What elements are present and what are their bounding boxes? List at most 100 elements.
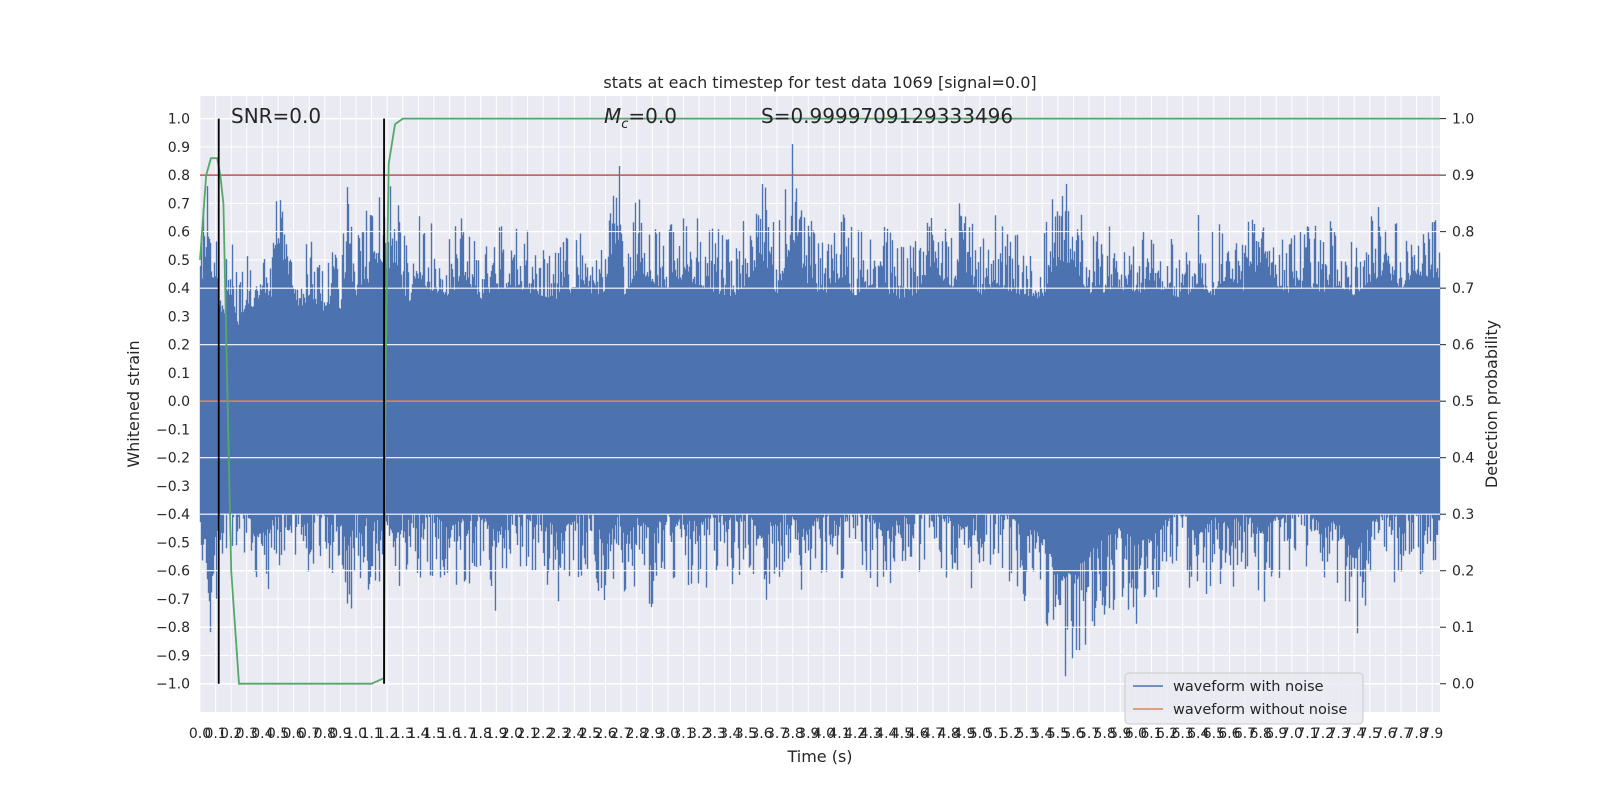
- x-tick-label: 5.2: [1000, 726, 1022, 742]
- y2-tick-label: 1.0: [1452, 112, 1474, 128]
- legend-label-noise: waveform with noise: [1173, 679, 1324, 695]
- x-tick-label: 4.2: [844, 726, 866, 742]
- x-axis-label: Time (s): [786, 747, 852, 766]
- x-tick-label: 6.7: [1234, 726, 1256, 742]
- y2-tick-label: 0.0: [1452, 677, 1474, 693]
- x-tick-label: 2.3: [548, 726, 570, 742]
- y-tick-label: −1.0: [156, 677, 190, 693]
- x-tick-labels: 0.00.10.20.30.40.50.60.70.80.91.01.11.21…: [189, 726, 1443, 742]
- x-tick-label: 2.7: [610, 726, 632, 742]
- x-tick-label: 7.2: [1312, 726, 1334, 742]
- x-tick-label: 5.4: [1031, 726, 1053, 742]
- x-tick-label: 5.8: [1094, 726, 1116, 742]
- y-tick-label: 0.9: [168, 140, 190, 156]
- x-tick-label: 4.9: [953, 726, 975, 742]
- y-tick-label: 0.4: [168, 281, 190, 297]
- x-tick-label: 0.3: [236, 726, 258, 742]
- x-tick-label: 3.5: [735, 726, 757, 742]
- x-tick-label: 4.3: [860, 726, 882, 742]
- x-tick-label: 0.1: [204, 726, 226, 742]
- x-tick-label: 1.8: [470, 726, 492, 742]
- x-tick-label: 5.9: [1109, 726, 1131, 742]
- y-tick-label: −0.5: [156, 535, 190, 551]
- y2-tick-label: 0.5: [1452, 394, 1474, 410]
- x-tick-label: 6.4: [1187, 726, 1209, 742]
- y-tick-label: 0.8: [168, 168, 190, 184]
- x-tick-label: 5.5: [1047, 726, 1069, 742]
- x-tick-label: 2.6: [594, 726, 616, 742]
- x-tick-label: 5.7: [1078, 726, 1100, 742]
- x-tick-label: 0.9: [329, 726, 351, 742]
- x-tick-label: 4.5: [891, 726, 913, 742]
- legend: waveform with noise waveform without noi…: [1124, 672, 1364, 725]
- y-tick-label: −0.4: [156, 507, 190, 523]
- x-tick-label: 3.4: [719, 726, 741, 742]
- x-tick-label: 6.2: [1156, 726, 1178, 742]
- x-tick-label: 7.4: [1343, 726, 1365, 742]
- x-tick-label: 7.6: [1374, 726, 1396, 742]
- series-detection-probability: [199, 117, 1440, 685]
- x-tick-label: 2.9: [641, 726, 663, 742]
- y2-tick-label: 0.7: [1452, 281, 1474, 297]
- x-tick-label: 0.7: [298, 726, 320, 742]
- y-tick-label: −0.2: [156, 451, 190, 467]
- x-tick-label: 3.8: [782, 726, 804, 742]
- x-tick-label: 1.4: [407, 726, 429, 742]
- y-tick-label: 0.3: [168, 309, 190, 325]
- x-tick-label: 3.0: [657, 726, 679, 742]
- x-tick-label: 4.1: [828, 726, 850, 742]
- x-tick-label: 3.9: [797, 726, 819, 742]
- x-tick-label: 5.3: [1016, 726, 1038, 742]
- series-waveform-without-noise: [200, 174, 1440, 402]
- chirp-mass-subscript: c: [621, 117, 628, 132]
- x-tick-label: 6.8: [1249, 726, 1271, 742]
- y-tick-label: 0.6: [168, 225, 190, 241]
- x-tick-label: 0.4: [251, 726, 273, 742]
- x-tick-label: 1.1: [360, 726, 382, 742]
- x-tick-label: 2.1: [516, 726, 538, 742]
- y-tick-label: −0.9: [156, 648, 190, 664]
- x-tick-label: 2.8: [626, 726, 648, 742]
- y-tick-label: 0.0: [168, 394, 190, 410]
- x-tick-label: 2.2: [532, 726, 554, 742]
- x-tick-label: 4.0: [813, 726, 835, 742]
- x-tick-label: 3.3: [704, 726, 726, 742]
- x-tick-label: 7.0: [1281, 726, 1303, 742]
- x-tick-label: 1.6: [438, 726, 460, 742]
- snr-annotation: SNR=0.0: [231, 104, 321, 128]
- legend-box: [1124, 672, 1364, 725]
- y-tick-label: −0.6: [156, 564, 190, 580]
- x-tick-label: 7.9: [1421, 726, 1443, 742]
- legend-label-clean: waveform without noise: [1173, 702, 1347, 718]
- x-tick-label: 0.6: [282, 726, 304, 742]
- x-tick-label: 7.7: [1390, 726, 1412, 742]
- x-tick-label: 2.4: [563, 726, 585, 742]
- y-axis-label: Whitened strain: [124, 340, 143, 467]
- y2-tick-labels: 0.0 0.1 0.2 0.3 0.4 0.5 0.6 0.7 0.8 0.9 1.0: [1440, 112, 1474, 693]
- x-tick-label: 0.8: [314, 726, 336, 742]
- y2-tick-label: 0.4: [1452, 451, 1474, 467]
- x-tick-label: 7.5: [1359, 726, 1381, 742]
- x-tick-label: 2.0: [501, 726, 523, 742]
- x-tick-label: 6.1: [1140, 726, 1162, 742]
- y2-tick-label: 0.8: [1452, 225, 1474, 241]
- x-tick-label: 7.3: [1327, 726, 1349, 742]
- chirp-mass-symbol: M: [604, 104, 621, 128]
- x-tick-label: 1.7: [454, 726, 476, 742]
- y-tick-label: 1.0: [168, 112, 190, 128]
- x-tick-label: 1.2: [376, 726, 398, 742]
- x-tick-label: 0.0: [189, 726, 211, 742]
- x-tick-label: 3.7: [766, 726, 788, 742]
- y-tick-label: −0.3: [156, 479, 190, 495]
- score-annotation: S=0.9999709129333496: [761, 104, 1013, 128]
- y-tick-label: −0.8: [156, 620, 190, 636]
- x-tick-label: 4.7: [922, 726, 944, 742]
- x-tick-label: 5.6: [1062, 726, 1084, 742]
- x-tick-label: 3.1: [672, 726, 694, 742]
- x-tick-label: 5.0: [969, 726, 991, 742]
- y2-tick-label: 0.2: [1452, 564, 1474, 580]
- y-tick-label: 0.2: [168, 338, 190, 354]
- chart-title: stats at each timestep for test data 106…: [603, 73, 1036, 92]
- x-tick-label: 7.8: [1405, 726, 1427, 742]
